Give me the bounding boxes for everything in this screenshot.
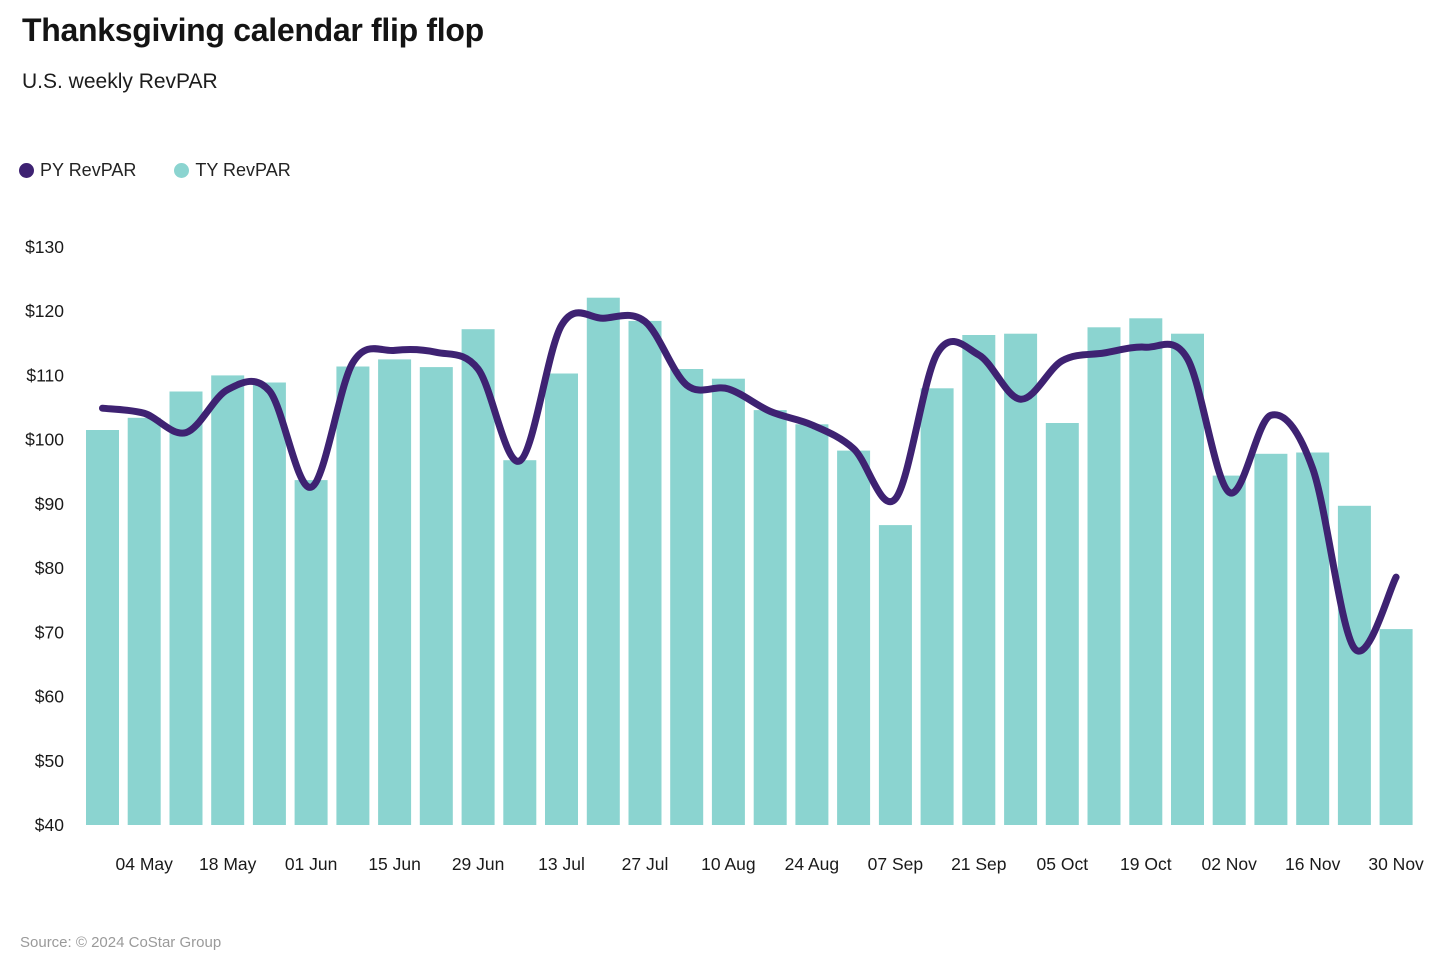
ty-bar [461,329,495,825]
x-axis-tick-label: 15 Jun [368,854,421,874]
x-axis-tick-label: 04 May [116,854,174,874]
ty-bar [586,297,620,825]
x-axis-tick-label: 07 Sep [868,854,923,874]
ty-bar [545,373,578,825]
ty-bar [711,378,745,825]
ty-bar [169,391,203,825]
source-note: Source: © 2024 CoStar Group [20,934,222,951]
x-axis-tick-label: 19 Oct [1120,854,1172,874]
ty-bar [1379,629,1413,825]
x-axis-tick-label: 24 Aug [785,854,840,874]
x-axis-tick-label: 18 May [199,854,257,874]
y-axis-tick-label: $60 [35,687,64,707]
ty-bar [419,367,453,825]
ty-bar [211,375,245,825]
chart-legend: PY RevPAR TY RevPAR [19,160,291,181]
ty-bar [1171,333,1204,825]
page-title: Thanksgiving calendar flip flop [22,12,484,48]
ty-bar [753,410,787,825]
ty-legend-label: TY RevPAR [195,160,291,180]
ty-bar [336,366,370,825]
py-legend-dot-icon [19,163,34,178]
legend-item-py: PY RevPAR [19,160,136,181]
x-axis-tick-label: 16 Nov [1285,854,1341,874]
page-subtitle: U.S. weekly RevPAR [22,70,218,93]
ty-bar [1045,423,1079,825]
ty-bars [86,297,1413,825]
ty-bar [1212,475,1246,825]
x-axis-tick-label: 30 Nov [1368,854,1424,874]
ty-bar [1129,318,1163,825]
ty-bar [670,369,704,825]
py-revpar-line [99,309,1400,655]
y-axis-tick-label: $90 [35,494,64,514]
x-axis-tick-label: 27 Jul [622,854,669,874]
y-axis-labels: $40 $50 $60 $70 $80 $90 $100 $110 $120 $130 [25,237,64,835]
x-axis-tick-label: 02 Nov [1201,854,1257,874]
x-axis-tick-label: 29 Jun [452,854,505,874]
y-axis-tick-label: $50 [35,751,64,771]
ty-bar [86,430,119,825]
x-axis-tick-label: 10 Aug [701,854,756,874]
ty-bar [962,335,996,825]
ty-legend-dot-icon [174,163,190,178]
ty-bar [294,480,328,825]
x-axis-tick-label: 01 Jun [285,854,338,874]
ty-bar [1254,453,1288,825]
y-axis-tick-label: $120 [25,301,64,321]
ty-bar [1337,505,1371,825]
y-axis-tick-label: $40 [35,815,64,835]
x-axis-tick-label: 21 Sep [951,854,1006,874]
ty-bar [628,320,662,825]
y-axis-tick-label: $70 [35,622,64,642]
x-axis-labels: 04 May 18 May 01 Jun 15 Jun 29 Jun 13 Jul 27 J… [116,854,1425,874]
ty-bar [837,450,871,825]
ty-bar [1087,327,1121,825]
py-legend-label: PY RevPAR [40,160,137,180]
ty-bar [127,417,161,825]
ty-bar [878,525,912,825]
legend-item-ty: TY RevPAR [174,160,291,181]
ty-bar [252,382,286,825]
y-axis-tick-label: $110 [26,365,64,385]
ty-bar [378,359,412,825]
ty-bar [920,388,954,825]
ty-bar [795,424,829,825]
x-axis-tick-label: 05 Oct [1037,854,1089,874]
ty-bar [503,460,537,825]
y-axis-tick-label: $100 [25,430,64,450]
ty-bar [1004,333,1038,825]
y-axis-tick-label: $130 [25,237,64,257]
y-axis-tick-label: $80 [35,558,64,578]
x-axis-tick-label: 13 Jul [538,854,585,874]
